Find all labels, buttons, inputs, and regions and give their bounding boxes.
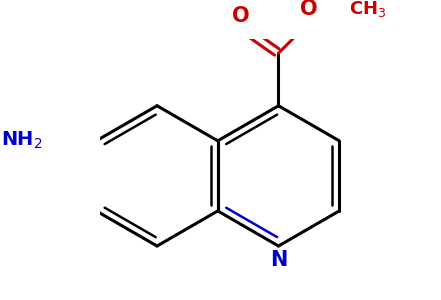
Text: N: N <box>270 250 287 270</box>
Text: NH$_2$: NH$_2$ <box>1 130 42 152</box>
Text: CH$_3$: CH$_3$ <box>349 0 387 19</box>
Text: O: O <box>300 0 318 19</box>
Text: O: O <box>232 6 249 26</box>
